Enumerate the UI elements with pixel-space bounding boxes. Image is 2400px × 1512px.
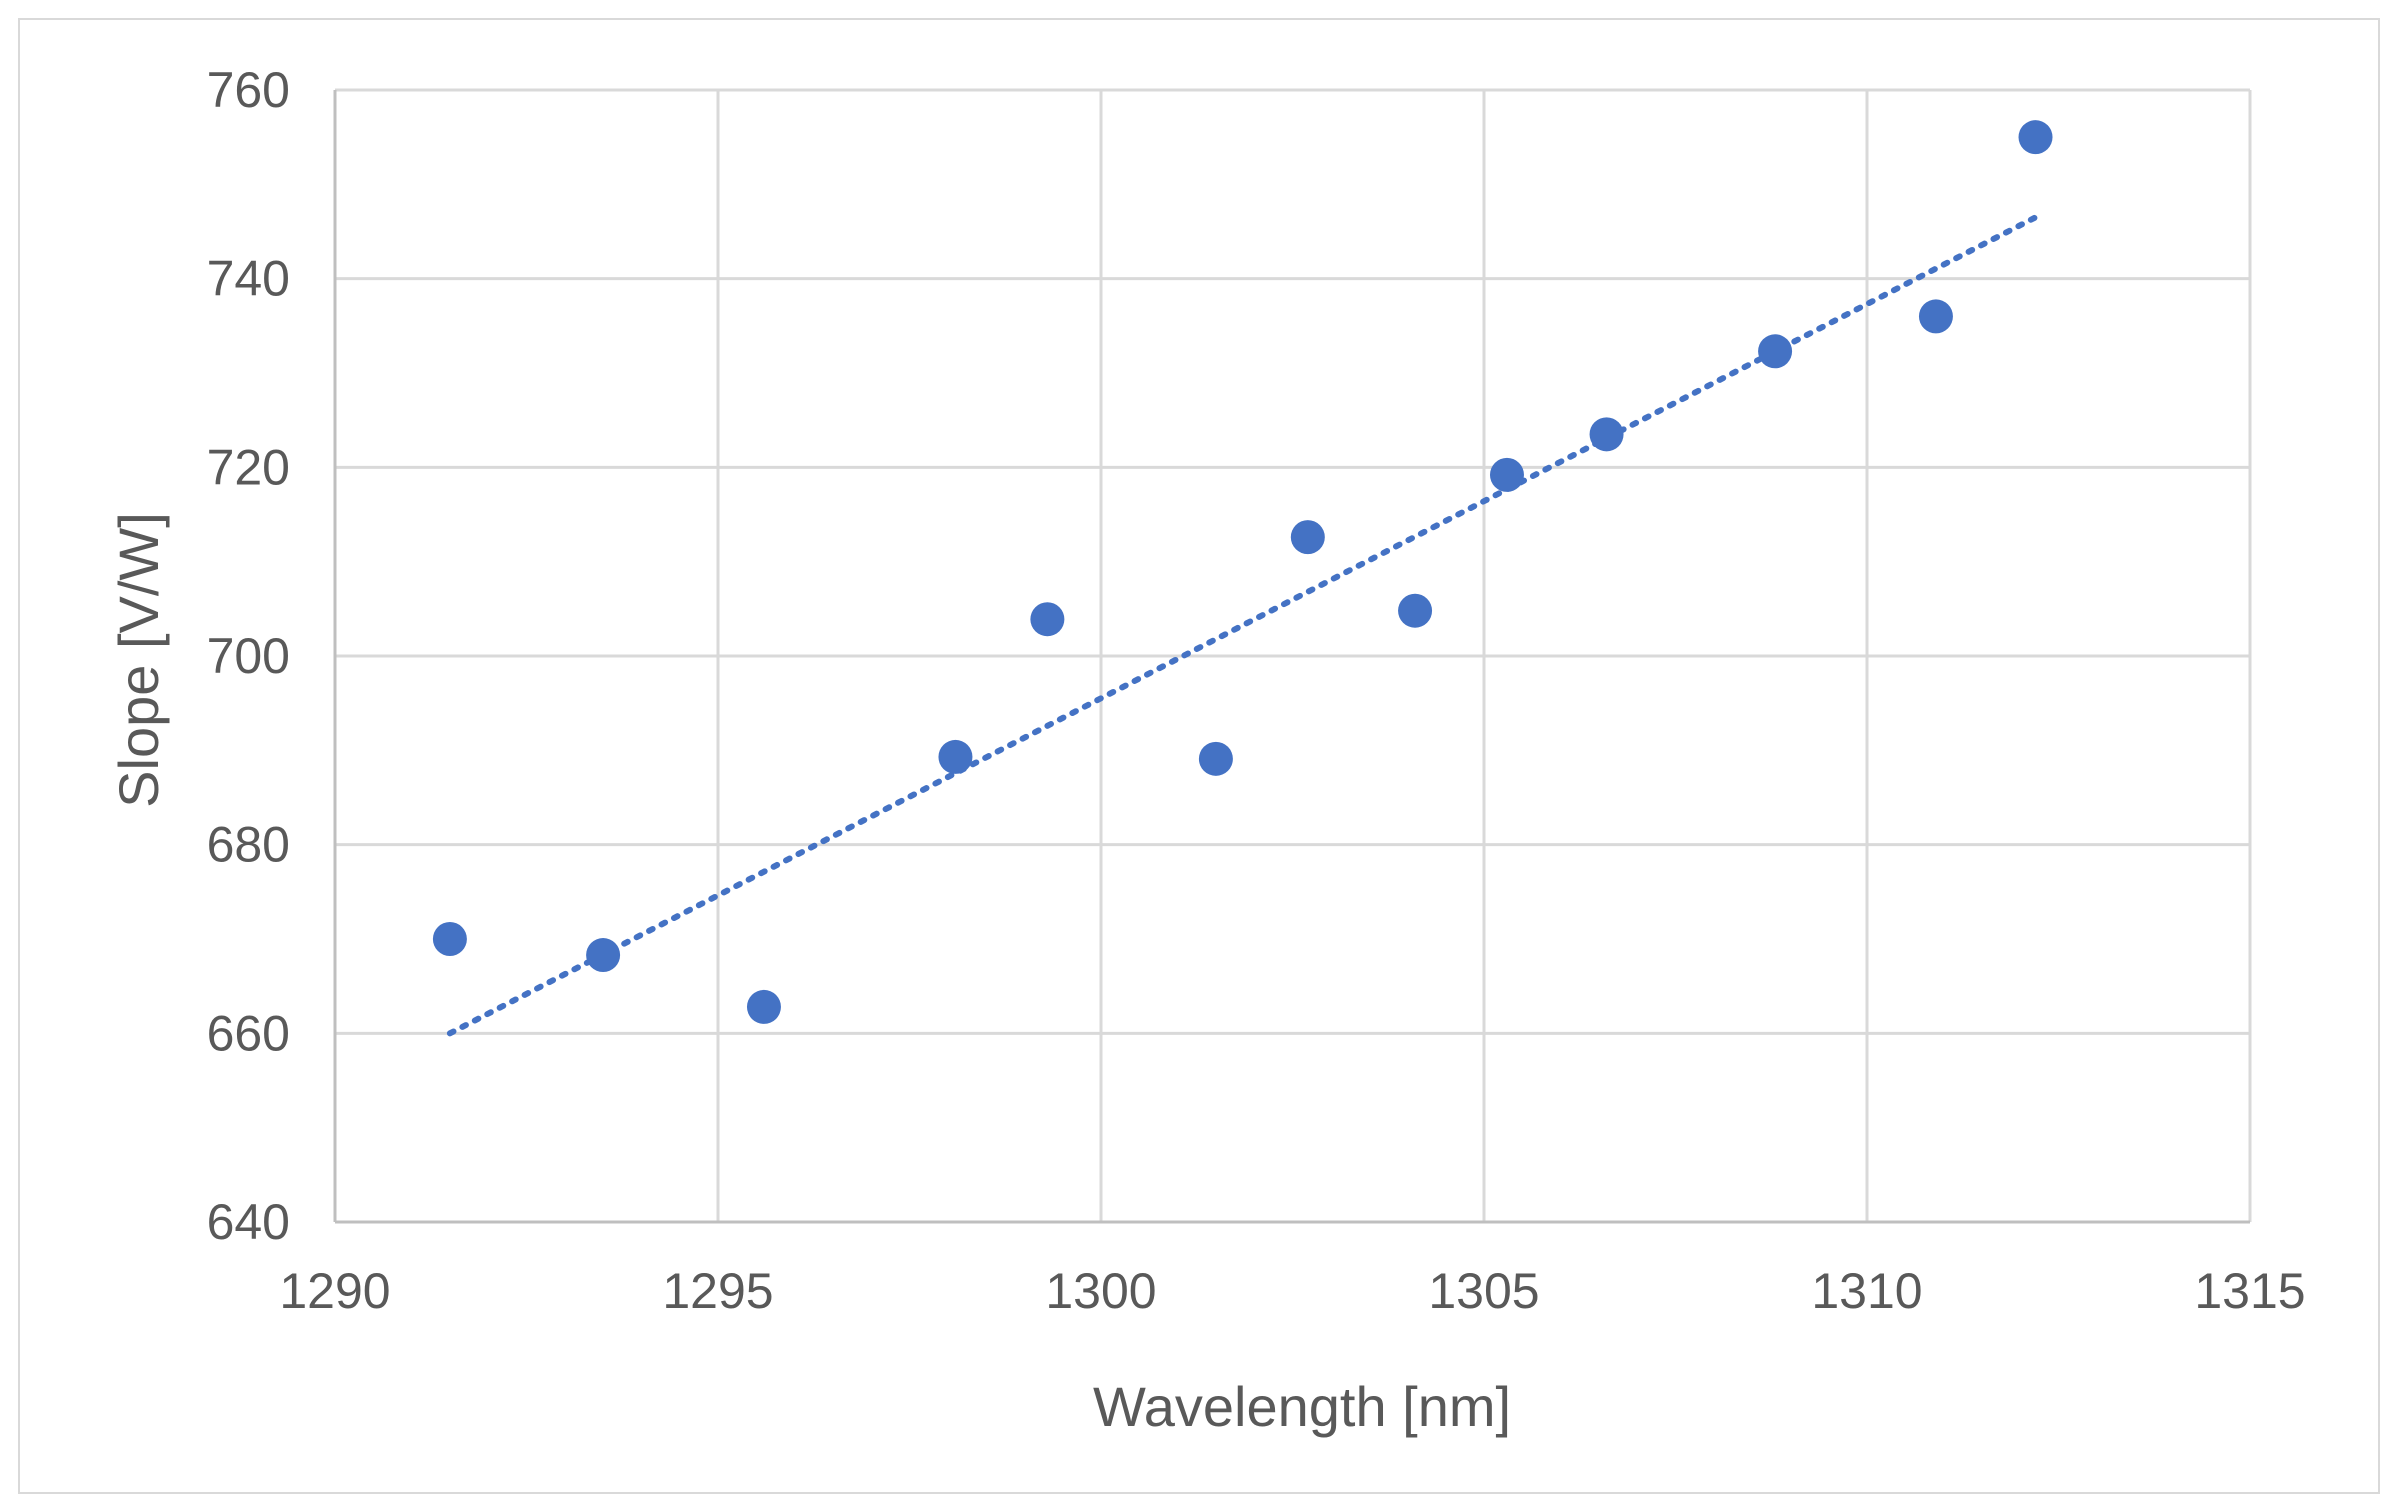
trend-layer: [446, 214, 2039, 1037]
data-point: [586, 938, 621, 973]
data-point: [1290, 520, 1325, 555]
y-tick-label: 680: [207, 817, 290, 873]
y-tick-label: 740: [207, 251, 290, 307]
data-point: [1918, 299, 1953, 334]
data-point: [1398, 593, 1433, 628]
x-tick-label: 1295: [662, 1263, 773, 1319]
x-tick-label: 1310: [1811, 1263, 1922, 1319]
y-tick-label: 760: [207, 62, 290, 118]
data-point: [432, 922, 467, 956]
data-point: [1489, 457, 1524, 492]
y-tick-label: 640: [207, 1194, 290, 1250]
labels-layer: 640 660 680 700 720 740 760 1290 1295 1300 1305 131…: [207, 62, 2306, 1319]
x-tick-label: 1305: [1428, 1263, 1539, 1319]
data-point: [1198, 741, 1233, 776]
data-point: [938, 739, 973, 774]
x-tick-label: 1300: [1045, 1263, 1156, 1319]
points-layer: [432, 120, 2053, 1024]
data-point: [2018, 120, 2053, 155]
y-tick-label: 720: [207, 439, 290, 495]
chart-frame: 640 660 680 700 720 740 760 1290 1295 1300 1305 131…: [18, 18, 2380, 1494]
grid-layer: [335, 88, 2252, 1222]
data-point: [746, 989, 781, 1024]
x-axis-title: Wavelength [nm]: [1093, 1375, 1511, 1438]
data-point: [1758, 334, 1793, 369]
y-tick-label: 700: [207, 628, 290, 684]
data-point: [1589, 417, 1624, 452]
y-tick-label: 660: [207, 1005, 290, 1061]
y-axis-title: Slope [V/W]: [107, 512, 170, 808]
data-point: [1030, 602, 1065, 637]
scatter-chart: 640 660 680 700 720 740 760 1290 1295 1300 1305 131…: [107, 62, 2306, 1438]
trendline: [446, 214, 2039, 1037]
x-tick-label: 1315: [2194, 1263, 2305, 1319]
axis-layer: [333, 90, 2250, 1224]
x-tick-label: 1290: [279, 1263, 390, 1319]
